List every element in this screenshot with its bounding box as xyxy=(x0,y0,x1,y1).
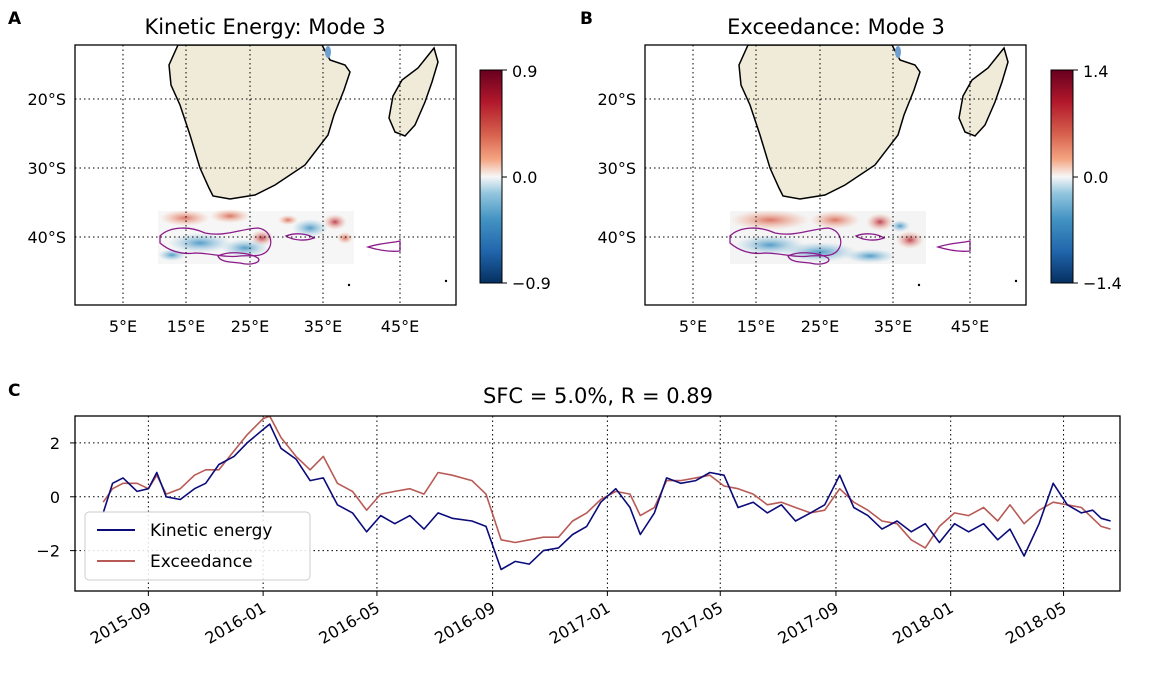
colorbar-b-min: −1.4 xyxy=(1083,274,1122,293)
colorbar-b-max: 1.4 xyxy=(1083,62,1108,81)
panel-c-letter: C xyxy=(8,381,20,401)
panel-a-title: Kinetic Energy: Mode 3 xyxy=(144,15,385,39)
lat-tick-label: 40°S xyxy=(597,228,636,247)
x-tick-label: 2017-01 xyxy=(546,598,613,648)
lon-tick-label: 35°E xyxy=(304,317,342,336)
lon-tick-label: 35°E xyxy=(874,317,912,336)
x-tick-label: 2016-01 xyxy=(202,598,269,648)
lat-tick-label: 30°S xyxy=(597,159,636,178)
x-tick-label: 2018-01 xyxy=(889,598,956,648)
lat-tick-label: 20°S xyxy=(597,90,636,109)
x-tick-label: 2017-05 xyxy=(659,598,726,648)
x-tick-label: 2018-05 xyxy=(1002,598,1069,648)
lon-tick-label: 45°E xyxy=(951,317,989,336)
lake-marker xyxy=(895,46,901,58)
x-tick-label: 2016-05 xyxy=(316,598,383,648)
lon-tick-label: 15°E xyxy=(737,317,775,336)
panel-c-title: SFC = 5.0%, R = 0.89 xyxy=(483,384,713,408)
lon-tick-label: 25°E xyxy=(231,317,269,336)
africa-landmass xyxy=(168,45,351,200)
map-frame xyxy=(74,44,457,306)
panel-a-letter: A xyxy=(8,9,22,29)
lake-marker xyxy=(325,46,331,58)
lon-tick-label: 15°E xyxy=(167,317,205,336)
lon-tick-labels: 5°E 15°E 25°E 35°E 45°E xyxy=(679,317,989,336)
colorbar-b-mid: 0.0 xyxy=(1083,168,1108,187)
lat-tick-labels: 20°S 30°S 40°S xyxy=(27,90,66,247)
colorbar-a-max: 0.9 xyxy=(512,62,537,81)
colorbar-a-min: −0.9 xyxy=(512,274,551,293)
panel-b-letter: B xyxy=(580,9,593,29)
x-tick-label: 2016-09 xyxy=(431,598,498,648)
lon-tick-label: 25°E xyxy=(801,317,839,336)
colorbar-b: 1.4 0.0 −1.4 xyxy=(1050,62,1122,293)
colorbar-a-mid: 0.0 xyxy=(512,168,537,187)
y-tick-label: 2 xyxy=(50,434,60,453)
legend-label-exceedance: Exceedance xyxy=(150,552,253,572)
madagascar-landmass xyxy=(388,46,439,137)
legend-label-kinetic: Kinetic energy xyxy=(150,521,272,541)
y-tick-label: 0 xyxy=(50,488,60,507)
madagascar-landmass xyxy=(958,46,1009,137)
lon-tick-label: 5°E xyxy=(679,317,707,336)
lat-tick-label: 40°S xyxy=(27,228,66,247)
panel-c-timeseries: C SFC = 5.0%, R = 0.89 2 0 −2 2015-09 201… xyxy=(8,381,1121,648)
panel-b-title: Exceedance: Mode 3 xyxy=(727,15,945,39)
contour-lines xyxy=(159,227,401,265)
grid-lines xyxy=(75,416,1120,591)
lon-tick-labels: 5°E 15°E 25°E 35°E 45°E xyxy=(109,317,419,336)
y-tick-label: −2 xyxy=(36,542,60,561)
x-tick-label: 2017-09 xyxy=(775,598,842,648)
grid-lines xyxy=(75,45,456,305)
series-line-exceedance xyxy=(102,416,1111,549)
lat-tick-labels: 20°S 30°S 40°S xyxy=(597,90,636,247)
grid-lines xyxy=(645,45,1026,305)
plot-frame xyxy=(74,415,1121,592)
africa-landmass xyxy=(738,45,921,200)
legend: Kinetic energy Exceedance xyxy=(84,511,311,581)
exceedance-field xyxy=(730,210,926,264)
x-tick-label: 2015-09 xyxy=(87,598,154,648)
panel-b-map: B Exceedance: Mode 3 xyxy=(580,9,1122,336)
lat-tick-label: 20°S xyxy=(27,90,66,109)
contour-lines xyxy=(729,227,971,265)
series-line-kinetic-energy xyxy=(102,423,1111,571)
panel-a-map: A Kinetic Energy: Mode 3 xyxy=(8,9,551,336)
map-frame xyxy=(644,44,1027,306)
lat-tick-label: 30°S xyxy=(27,159,66,178)
y-tick-labels: 2 0 −2 xyxy=(36,434,75,561)
lon-tick-label: 45°E xyxy=(381,317,419,336)
x-tick-labels: 2015-09 2016-01 2016-05 2016-09 2017-01 2017-… xyxy=(87,591,1070,648)
lon-tick-label: 5°E xyxy=(109,317,137,336)
series-lines xyxy=(102,416,1111,571)
colorbar-a: 0.9 0.0 −0.9 xyxy=(479,62,551,293)
